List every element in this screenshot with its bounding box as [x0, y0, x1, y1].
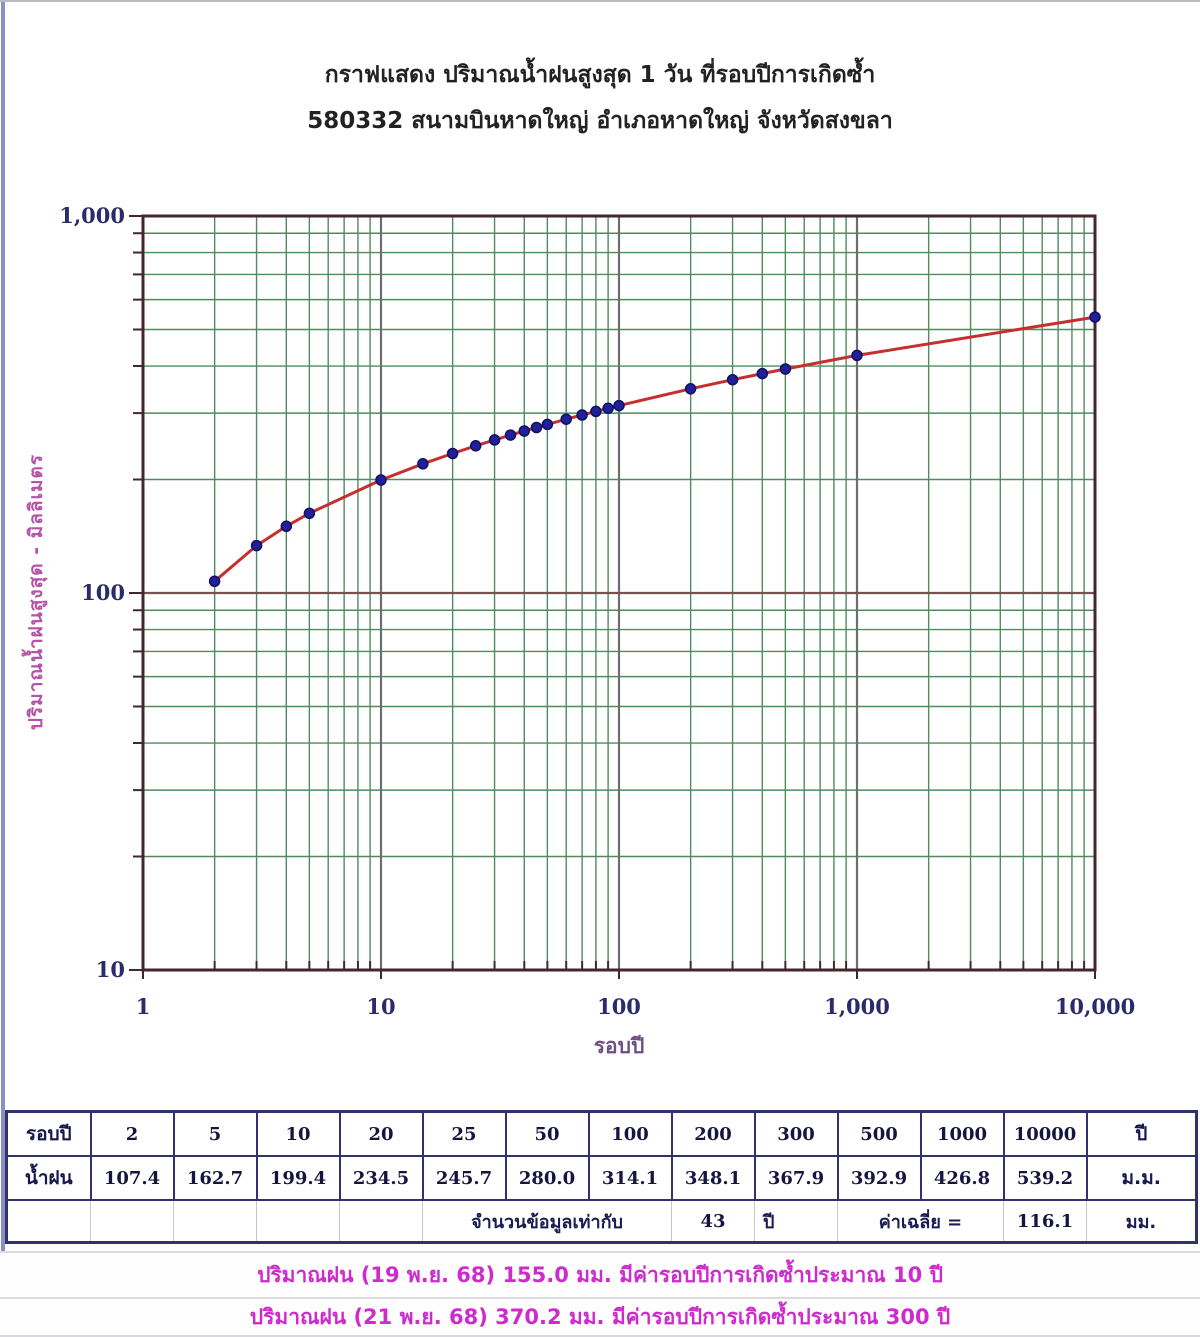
table-cell: 199.4 [255, 1155, 341, 1201]
x-axis-title: รอบปี [593, 1034, 645, 1058]
table-cell: 25 [421, 1110, 507, 1157]
page-left-border [1, 2, 5, 1337]
table-cell: 300 [753, 1110, 839, 1157]
table-cell: 10 [255, 1110, 341, 1157]
x-tick-label: 10,000 [1055, 994, 1135, 1019]
data-points [208, 311, 1101, 588]
chart-title-line2: 580332 สนามบินหาดใหญ่ อำเภอหาดใหญ่ จังหว… [307, 108, 893, 134]
table-cell: 20 [338, 1110, 424, 1157]
empty-cell [90, 1199, 174, 1243]
x-tick-label: 10 [366, 994, 395, 1019]
table-cell: 1000 [919, 1110, 1005, 1157]
mean-unit: มม. [1086, 1199, 1197, 1243]
table-cell: 50 [504, 1110, 590, 1157]
table-cell: 107.4 [89, 1155, 175, 1201]
y-tick-label: 10 [96, 957, 125, 982]
table-cell: 100 [587, 1110, 673, 1157]
annotation-rainfall-19nov: ปริมาณฝน (19 พ.ย. 68) 155.0 มม. มีค่ารอบ… [0, 1251, 1200, 1297]
table-cell: 234.5 [338, 1155, 424, 1201]
frequency-table: รอบปี 2 5 10 20 25 50 100 200 300 500 1000 10000 ปี … [5, 1110, 1198, 1244]
y-tick-label: 100 [81, 580, 125, 605]
record-count-value: 43 [671, 1199, 755, 1243]
table-cell: 162.7 [172, 1155, 258, 1201]
chart-title-line1: กราฟแสดง ปริมาณน้ำฝนสูงสุด 1 วัน ที่รอบป… [324, 62, 876, 88]
frequency-curve [213, 315, 1096, 583]
empty-cell [173, 1199, 257, 1243]
axis-ticks [129, 215, 1096, 979]
table-cell: 392.9 [836, 1155, 922, 1201]
record-count-label: จำนวนข้อมูลเท่ากับ [422, 1199, 672, 1243]
table-cell: 539.2 [1002, 1155, 1088, 1201]
annotation-rainfall-21nov: ปริมาณฝน (21 พ.ย. 68) 370.2 มม. มีค่ารอบ… [0, 1297, 1200, 1337]
table-cell: 2 [89, 1110, 175, 1157]
table-cell: 348.1 [670, 1155, 756, 1201]
mean-label: ค่าเฉลี่ย = [837, 1199, 1004, 1243]
table-cell: 5 [172, 1110, 258, 1157]
table-cell: 500 [836, 1110, 922, 1157]
rainfall-unit-cell: ม.ม. [1085, 1155, 1198, 1201]
row-header-period: รอบปี [5, 1110, 92, 1157]
empty-cell [256, 1199, 340, 1243]
row-header-rainfall: น้ำฝน [5, 1155, 92, 1201]
table-cell: 200 [670, 1110, 756, 1157]
table-cell: 314.1 [587, 1155, 673, 1201]
table-row-rainfall: น้ำฝน 107.4 162.7 199.4 234.5 245.7 280.0 314.… [5, 1155, 1198, 1201]
empty-cell [6, 1199, 91, 1243]
y-axis-title: ปริมาณน้ำฝนสูงสุด - มิลลิเมตร [25, 453, 47, 731]
table-cell: 426.8 [919, 1155, 1005, 1201]
table-cell: 280.0 [504, 1155, 590, 1201]
grid-lines [143, 216, 1095, 970]
frequency-table-wrap: รอบปี 2 5 10 20 25 50 100 200 300 500 1000 10000 ปี … [5, 1110, 1198, 1244]
x-tick-label: 1 [136, 994, 151, 1019]
record-count-unit: ปี [754, 1199, 838, 1243]
table-cell: 367.9 [753, 1155, 839, 1201]
rainfall-frequency-chart: 10 100 1,000 1 10 100 1,000 10,000 [59, 203, 1135, 1019]
table-row-summary: จำนวนข้อมูลเท่ากับ 43 ปี ค่าเฉลี่ย = 116… [6, 1199, 1197, 1243]
mean-value: 116.1 [1003, 1199, 1087, 1243]
period-unit-cell: ปี [1085, 1110, 1198, 1157]
x-tick-label: 100 [597, 994, 641, 1019]
table-cell: 10000 [1002, 1110, 1088, 1157]
y-tick-label: 1,000 [59, 203, 125, 228]
table-cell: 245.7 [421, 1155, 507, 1201]
table-row-periods: รอบปี 2 5 10 20 25 50 100 200 300 500 1000 10000 ปี [5, 1110, 1198, 1157]
empty-cell [339, 1199, 423, 1243]
x-tick-label: 1,000 [824, 994, 890, 1019]
